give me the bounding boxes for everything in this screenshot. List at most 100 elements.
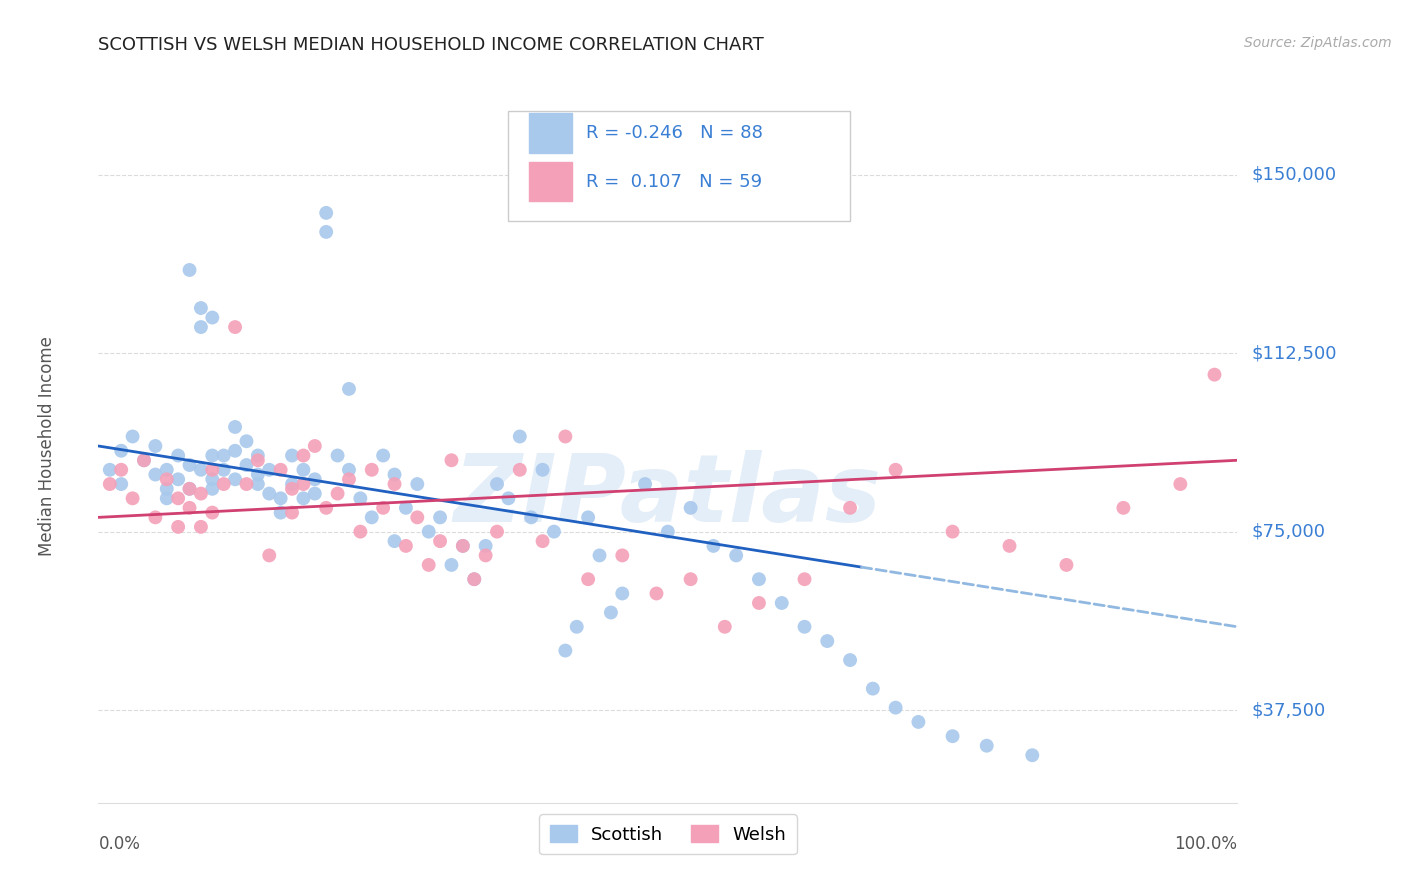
Point (224, 320, 246, 334)
Point (110, 443, 132, 458)
Point (520, 510, 543, 524)
Point (145, 510, 167, 524)
Point (509, 463, 531, 477)
Point (612, 586, 634, 600)
Point (384, 467, 406, 482)
Point (839, 500, 862, 515)
Point (224, 443, 246, 458)
Point (531, 463, 554, 477)
Point (634, 477, 657, 491)
Point (440, 453, 463, 467)
Point (793, 620, 815, 634)
Point (498, 491, 520, 506)
Point (156, 491, 179, 506)
Text: SCOTTISH VS WELSH MEDIAN HOUSEHOLD INCOME CORRELATION CHART: SCOTTISH VS WELSH MEDIAN HOUSEHOLD INCOM… (98, 36, 765, 54)
Point (167, 520, 190, 534)
Point (1054, 558, 1078, 572)
Point (371, 500, 394, 515)
Text: $37,500: $37,500 (1251, 701, 1326, 719)
Point (349, 491, 371, 506)
Point (884, 700, 907, 714)
Point (679, 572, 702, 586)
Point (110, 463, 132, 477)
Point (576, 572, 599, 586)
Legend: Scottish, Welsh: Scottish, Welsh (538, 814, 797, 855)
Point (132, 453, 155, 467)
Point (702, 539, 724, 553)
Point (246, 453, 269, 467)
Point (748, 572, 770, 586)
Point (212, 449, 235, 463)
Point (179, 482, 201, 496)
Point (725, 549, 748, 563)
Point (270, 506, 292, 520)
Point (418, 524, 440, 539)
Text: $150,000: $150,000 (1251, 166, 1336, 184)
Point (179, 500, 201, 515)
Point (976, 739, 998, 753)
Bar (529, 113, 572, 153)
Point (612, 549, 634, 563)
Point (270, 463, 292, 477)
Point (179, 263, 201, 277)
Point (110, 477, 132, 491)
Point (384, 477, 406, 491)
Point (337, 382, 360, 396)
Point (565, 620, 588, 634)
FancyBboxPatch shape (509, 111, 851, 221)
Point (235, 434, 257, 449)
Point (1170, 477, 1192, 491)
Bar (529, 162, 572, 202)
Point (259, 549, 281, 563)
Point (315, 225, 337, 239)
Point (463, 572, 485, 586)
Point (679, 500, 702, 515)
Point (554, 643, 576, 657)
Point (406, 477, 429, 491)
Point (156, 482, 179, 496)
Text: Median Household Income: Median Household Income (38, 336, 56, 556)
Point (156, 463, 179, 477)
Point (429, 510, 451, 524)
Point (281, 482, 304, 496)
Point (270, 491, 292, 506)
Point (167, 491, 190, 506)
Point (212, 477, 235, 491)
Point (395, 539, 418, 553)
Point (315, 206, 337, 220)
Point (1112, 500, 1135, 515)
Point (179, 458, 201, 472)
Point (645, 586, 668, 600)
Point (145, 467, 167, 482)
Text: $75,000: $75,000 (1251, 523, 1326, 541)
Point (121, 491, 143, 506)
Point (292, 449, 315, 463)
Point (337, 472, 360, 486)
Point (793, 572, 815, 586)
Point (942, 524, 965, 539)
Point (360, 463, 382, 477)
Point (132, 453, 155, 467)
Point (292, 477, 315, 491)
Point (201, 472, 224, 486)
Point (440, 558, 463, 572)
Point (156, 472, 179, 486)
Point (281, 506, 304, 520)
Point (451, 539, 474, 553)
Point (486, 524, 509, 539)
Text: 0.0%: 0.0% (98, 835, 141, 853)
Point (224, 420, 246, 434)
Text: R =  0.107   N = 59: R = 0.107 N = 59 (586, 173, 762, 191)
Point (531, 534, 554, 549)
Point (212, 463, 235, 477)
Point (395, 500, 418, 515)
Point (815, 634, 838, 648)
Point (543, 524, 565, 539)
Point (907, 714, 929, 729)
Point (98, 477, 121, 491)
Point (121, 429, 143, 443)
Point (190, 463, 212, 477)
Point (588, 549, 610, 563)
Point (315, 500, 337, 515)
Point (201, 463, 224, 477)
